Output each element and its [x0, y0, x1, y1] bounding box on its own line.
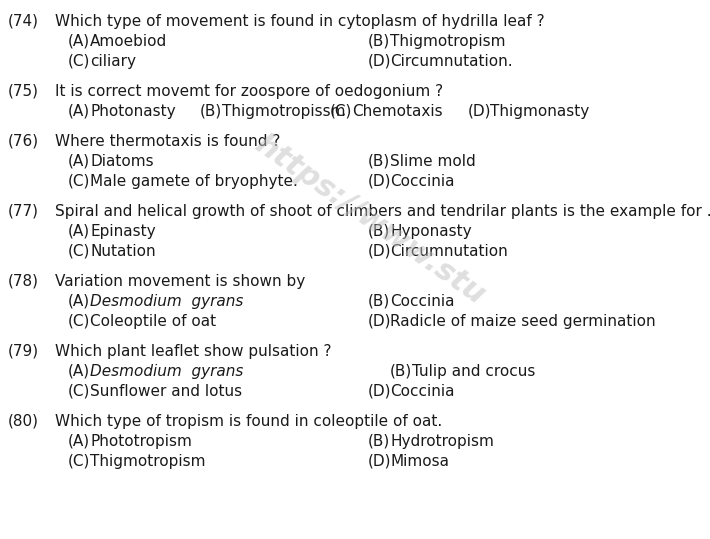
- Text: Diatoms: Diatoms: [90, 154, 153, 169]
- Text: Hyponasty: Hyponasty: [390, 224, 471, 239]
- Text: ciliary: ciliary: [90, 54, 136, 69]
- Text: (D): (D): [368, 54, 391, 69]
- Text: (A): (A): [68, 154, 90, 169]
- Text: (B): (B): [368, 434, 391, 449]
- Text: Coccinia: Coccinia: [390, 294, 454, 309]
- Text: Epinasty: Epinasty: [90, 224, 155, 239]
- Text: (C): (C): [68, 244, 90, 259]
- Text: Phototropism: Phototropism: [90, 434, 192, 449]
- Text: (D): (D): [368, 384, 391, 399]
- Text: (B): (B): [368, 34, 391, 49]
- Text: It is correct movemt for zoospore of oedogonium ?: It is correct movemt for zoospore of oed…: [55, 84, 443, 99]
- Text: (C): (C): [68, 384, 90, 399]
- Text: Thigmotropism: Thigmotropism: [90, 454, 205, 469]
- Text: (B): (B): [368, 154, 391, 169]
- Text: Slime mold: Slime mold: [390, 154, 476, 169]
- Text: (A): (A): [68, 224, 90, 239]
- Text: Coccinia: Coccinia: [390, 384, 454, 399]
- Text: Amoebiod: Amoebiod: [90, 34, 168, 49]
- Text: Which type of movement is found in cytoplasm of hydrilla leaf ?: Which type of movement is found in cytop…: [55, 14, 545, 29]
- Text: (A): (A): [68, 434, 90, 449]
- Text: (A): (A): [68, 34, 90, 49]
- Text: Spiral and helical growth of shoot of climbers and tendrilar plants is the examp: Spiral and helical growth of shoot of cl…: [55, 204, 710, 219]
- Text: (A): (A): [68, 364, 90, 379]
- Text: Photonasty: Photonasty: [90, 104, 175, 119]
- Text: (74): (74): [8, 14, 39, 29]
- Text: Where thermotaxis is found ?: Where thermotaxis is found ?: [55, 134, 280, 149]
- Text: (D): (D): [368, 314, 391, 329]
- Text: Which plant leaflet show pulsation ?: Which plant leaflet show pulsation ?: [55, 344, 332, 359]
- Text: Thigmotropissm: Thigmotropissm: [222, 104, 346, 119]
- Text: Mimosa: Mimosa: [390, 454, 449, 469]
- Text: Circumnutation.: Circumnutation.: [390, 54, 513, 69]
- Text: Which type of tropism is found in coleoptile of oat.: Which type of tropism is found in coleop…: [55, 414, 442, 429]
- Text: (B): (B): [390, 364, 413, 379]
- Text: (79): (79): [8, 344, 39, 359]
- Text: (C): (C): [68, 54, 90, 69]
- Text: Hydrotropism: Hydrotropism: [390, 434, 494, 449]
- Text: (A): (A): [68, 104, 90, 119]
- Text: Radicle of maize seed germination: Radicle of maize seed germination: [390, 314, 655, 329]
- Text: Thigmotropism: Thigmotropism: [390, 34, 506, 49]
- Text: (76): (76): [8, 134, 39, 149]
- Text: Desmodium  gyrans: Desmodium gyrans: [90, 294, 244, 309]
- Text: (D): (D): [468, 104, 491, 119]
- Text: (75): (75): [8, 84, 39, 99]
- Text: (C): (C): [330, 104, 352, 119]
- Text: Coccinia: Coccinia: [390, 174, 454, 189]
- Text: Sunflower and lotus: Sunflower and lotus: [90, 384, 242, 399]
- Text: (D): (D): [368, 244, 391, 259]
- Text: (D): (D): [368, 454, 391, 469]
- Text: (B): (B): [200, 104, 222, 119]
- Text: Tulip and crocus: Tulip and crocus: [412, 364, 535, 379]
- Text: https://www.stu: https://www.stu: [249, 129, 491, 310]
- Text: (78): (78): [8, 274, 39, 289]
- Text: (D): (D): [368, 174, 391, 189]
- Text: Chemotaxis: Chemotaxis: [352, 104, 442, 119]
- Text: (77): (77): [8, 204, 39, 219]
- Text: Thigmonasty: Thigmonasty: [490, 104, 589, 119]
- Text: (A): (A): [68, 294, 90, 309]
- Text: (C): (C): [68, 174, 90, 189]
- Text: Male gamete of bryophyte.: Male gamete of bryophyte.: [90, 174, 298, 189]
- Text: (C): (C): [68, 314, 90, 329]
- Text: Circumnutation: Circumnutation: [390, 244, 508, 259]
- Text: Coleoptile of oat: Coleoptile of oat: [90, 314, 216, 329]
- Text: (80): (80): [8, 414, 39, 429]
- Text: (C): (C): [68, 454, 90, 469]
- Text: (B): (B): [368, 294, 391, 309]
- Text: (B): (B): [368, 224, 391, 239]
- Text: Desmodium  gyrans: Desmodium gyrans: [90, 364, 244, 379]
- Text: Variation movement is shown by: Variation movement is shown by: [55, 274, 305, 289]
- Text: Nutation: Nutation: [90, 244, 155, 259]
